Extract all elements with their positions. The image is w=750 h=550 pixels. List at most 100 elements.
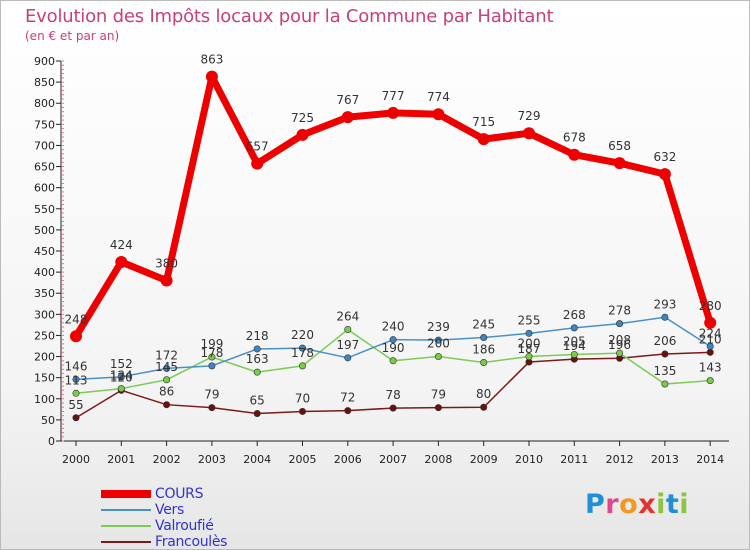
data-label-francoules: 78	[385, 388, 400, 402]
data-label-vers: 152	[110, 357, 133, 371]
logo-letter: i	[656, 489, 666, 520]
point-valroufie	[344, 326, 352, 334]
point-vers	[298, 344, 306, 352]
point-cours	[568, 148, 581, 161]
x-tick-label: 2003	[198, 453, 226, 466]
data-label-francoules: 120	[110, 370, 133, 384]
y-tick-label: 450	[34, 245, 55, 258]
point-valroufie	[570, 350, 578, 358]
data-label-francoules: 79	[204, 388, 219, 402]
data-label-vers: 197	[336, 338, 359, 352]
chart-title: Evolution des Impôts locaux pour la Comm…	[25, 6, 554, 27]
point-valroufie	[389, 357, 397, 365]
data-label-cours: 767	[336, 93, 359, 107]
point-vers	[253, 345, 261, 353]
y-tick-label: 750	[34, 118, 55, 131]
point-cours	[387, 106, 400, 119]
y-tick-label: 900	[34, 55, 55, 68]
data-label-cours: 280	[699, 299, 722, 313]
data-label-valroufie: 145	[155, 360, 178, 374]
point-valroufie	[525, 353, 533, 361]
x-tick-label: 2014	[696, 453, 724, 466]
legend-item-francoules: Francoulès	[101, 534, 321, 550]
data-label-francoules: 55	[68, 398, 83, 412]
y-tick-label: 800	[34, 97, 55, 110]
point-francoules	[72, 414, 80, 422]
point-vers	[163, 364, 171, 372]
data-label-vers: 172	[155, 348, 178, 362]
y-tick-label: 300	[34, 308, 55, 321]
legend-label: COURS	[155, 486, 204, 502]
point-vers	[434, 336, 442, 344]
y-tick-label: 50	[41, 414, 55, 427]
data-label-cours: 632	[653, 150, 676, 164]
data-label-vers: 293	[653, 297, 676, 311]
point-valroufie	[661, 380, 669, 388]
y-tick-label: 100	[34, 393, 55, 406]
point-valroufie	[72, 389, 80, 397]
data-label-francoules: 65	[250, 394, 265, 408]
data-label-vers: 268	[563, 308, 586, 322]
data-label-valroufie: 199	[200, 337, 223, 351]
data-label-valroufie: 143	[699, 361, 722, 375]
proxiti-logo: Proxiti	[585, 489, 689, 520]
point-valroufie	[208, 353, 216, 361]
x-tick-label: 2005	[289, 453, 317, 466]
data-label-vers: 239	[427, 320, 450, 334]
data-label-valroufie: 124	[110, 369, 133, 383]
x-tick-label: 2008	[424, 453, 452, 466]
point-vers	[706, 342, 714, 350]
point-cours	[613, 157, 626, 170]
data-label-cours: 658	[608, 139, 631, 153]
point-francoules	[163, 401, 171, 409]
x-tick-label: 2002	[153, 453, 181, 466]
legend-label: Vers	[155, 502, 184, 518]
data-label-vers: 220	[291, 328, 314, 342]
x-tick-label: 2006	[334, 453, 362, 466]
point-valroufie	[706, 377, 714, 385]
data-label-valroufie: 163	[246, 352, 269, 366]
data-label-francoules: 70	[295, 391, 310, 405]
point-francoules	[706, 348, 714, 356]
legend-swatch	[101, 490, 151, 498]
point-francoules	[434, 404, 442, 412]
point-vers	[389, 336, 397, 344]
data-label-francoules: 79	[431, 388, 446, 402]
point-cours	[70, 330, 82, 343]
data-label-francoules: 86	[159, 385, 174, 399]
data-label-cours: 777	[382, 89, 405, 103]
data-label-vers: 240	[382, 320, 405, 334]
legend-item-valroufie: Valroufié	[101, 518, 321, 534]
legend-label: Francoulès	[155, 534, 228, 550]
point-cours	[251, 157, 264, 170]
point-cours	[523, 127, 535, 140]
y-tick-label: 250	[34, 329, 55, 342]
y-tick-label: 600	[34, 182, 55, 195]
data-label-valroufie: 200	[427, 337, 450, 351]
logo-letter: P	[585, 489, 606, 520]
data-label-cours: 424	[110, 238, 133, 252]
x-tick-label: 2012	[606, 453, 634, 466]
x-tick-label: 2007	[379, 453, 407, 466]
point-francoules	[389, 404, 397, 412]
data-label-valroufie: 190	[382, 341, 405, 355]
point-vers	[661, 313, 669, 321]
point-francoules	[208, 404, 216, 412]
logo-letter: t	[665, 489, 680, 520]
y-tick-label: 850	[34, 76, 55, 89]
point-valroufie	[298, 362, 306, 370]
x-tick-label: 2011	[560, 453, 588, 466]
data-label-vers: 218	[246, 329, 269, 343]
point-valroufie	[253, 368, 261, 376]
point-vers	[616, 320, 624, 328]
y-tick-label: 650	[34, 161, 55, 174]
data-label-cours: 729	[518, 109, 541, 123]
data-label-francoules: 72	[340, 391, 355, 405]
data-label-vers: 146	[65, 359, 88, 373]
data-label-francoules: 206	[653, 334, 676, 348]
y-tick-label: 500	[34, 224, 55, 237]
point-francoules	[253, 410, 261, 418]
y-tick-label: 350	[34, 287, 55, 300]
data-label-valroufie: 208	[608, 333, 631, 347]
